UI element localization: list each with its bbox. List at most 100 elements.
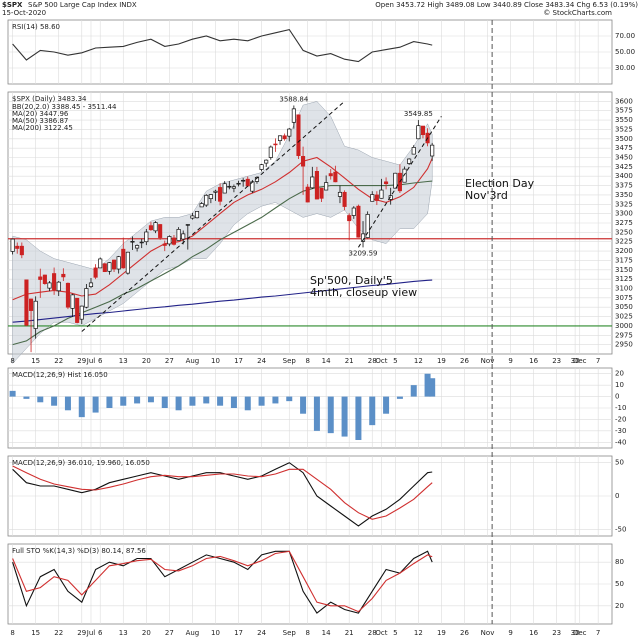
histogram-bar (23, 396, 30, 399)
x-tick-label: 15 (31, 357, 40, 365)
x-tick-label: Jul (86, 357, 96, 365)
candle-body (116, 256, 121, 270)
x-tick-label: 20 (142, 357, 151, 365)
x-tick-label: 14 (322, 357, 331, 365)
y-tick-label: 80 (615, 558, 624, 566)
x-tick-label: 15 (31, 629, 40, 637)
x-tick-label: 23 (552, 357, 561, 365)
x-tick-label: 10 (211, 629, 220, 637)
y-tick-label: -50 (615, 525, 626, 533)
x-tick-label: 19 (437, 357, 446, 365)
histogram-bar (161, 396, 168, 408)
candle-body (337, 191, 343, 197)
candle-body (370, 194, 375, 202)
histogram-bar (189, 396, 196, 406)
x-tick-label: Aug (186, 629, 200, 637)
x-tick-label: 29 (77, 357, 86, 365)
candle-body (171, 237, 177, 245)
bollinger-band (12, 101, 433, 365)
x-tick-label: 17 (234, 629, 243, 637)
candle-body (102, 263, 107, 273)
histogram-bar (286, 396, 293, 402)
y-tick-label: 3450 (615, 154, 633, 162)
candle-body (121, 248, 126, 269)
x-tick-label: Sep (283, 357, 297, 365)
x-tick-label: 13 (119, 357, 128, 365)
series-line (12, 550, 433, 613)
x-tick-label: 19 (437, 629, 446, 637)
y-tick-label: 3250 (615, 228, 633, 236)
trend-line (357, 116, 442, 248)
x-tick-label: Jul (86, 629, 96, 637)
candle-body (402, 168, 407, 183)
series-line (12, 279, 433, 323)
legend-entry: BB(20,2.0) 3388.45 - 3511.44 (12, 103, 117, 111)
candle-body (199, 203, 204, 208)
candle-body (181, 233, 186, 240)
candle-body (47, 282, 52, 289)
histogram-bar (244, 396, 251, 411)
panel-title: MACD(12,26,9) 36.010, 19.960, 16.050 (12, 459, 150, 467)
y-tick-label: 3300 (615, 210, 633, 218)
legend-entry: MA(20) 3447.96 (12, 110, 69, 118)
histogram-bar (258, 396, 265, 406)
candle-body (29, 298, 34, 311)
candle-body (125, 251, 130, 274)
candle-body (33, 300, 38, 329)
candle-body (384, 181, 389, 185)
x-tick-label: 28 (368, 357, 377, 365)
x-tick-label: Nov (481, 357, 495, 365)
y-tick-label: -10 (615, 404, 626, 412)
y-tick-label: 3325 (615, 200, 633, 208)
y-tick-label: 3025 (615, 313, 633, 321)
candle-body (70, 294, 75, 309)
candle-body (319, 187, 324, 199)
candle-body (88, 282, 94, 287)
panel-title: $SPX (Daily) 3483.34 (12, 95, 87, 103)
quote: Open 3453.72 High 3489.08 Low 3440.89 Cl… (375, 1, 638, 9)
y-tick-label: 3000 (615, 322, 633, 330)
x-tick-label: 13 (119, 629, 128, 637)
x-tick-label: 27 (165, 629, 174, 637)
x-tick-label: 21 (345, 357, 354, 365)
series-line (12, 28, 433, 63)
candle-body (356, 205, 361, 238)
x-tick-label: 12 (414, 629, 423, 637)
candle-body (139, 241, 144, 244)
candle-body (416, 125, 421, 140)
x-tick-label: 26 (460, 357, 469, 365)
x-tick-label: 27 (165, 357, 174, 365)
y-tick-label: 3150 (615, 266, 633, 274)
y-tick-label: 3350 (615, 191, 633, 199)
candle-body (241, 179, 246, 182)
x-tick-label: Dec (573, 629, 587, 637)
candle-body (291, 108, 296, 123)
y-tick-label: 3600 (615, 97, 633, 105)
y-tick-label: 50.00 (615, 48, 635, 56)
y-tick-label: 3100 (615, 285, 633, 293)
y-tick-label: 20 (615, 602, 624, 610)
candle-body (268, 146, 273, 158)
index-name: S&P 500 Large Cap Index INDX (28, 1, 137, 9)
x-tick-label: Oct (375, 357, 387, 365)
candle-body (245, 178, 250, 187)
candle-body (310, 176, 315, 189)
panel-title: RSI(14) 58.60 (12, 23, 60, 31)
y-tick-label: 70.00 (615, 32, 635, 40)
x-tick-label: 6 (98, 629, 103, 637)
candle-body (301, 156, 306, 167)
x-tick-label: 30 (571, 357, 580, 365)
credit: © StockCharts.com (543, 9, 612, 17)
x-tick-label: 16 (529, 629, 538, 637)
y-tick-label: 3400 (615, 172, 633, 180)
candle-body (98, 258, 103, 269)
candle-body (314, 170, 319, 200)
y-tick-label: 50 (615, 459, 624, 467)
candle-body (61, 273, 66, 278)
histogram-bar (120, 396, 127, 406)
x-tick-label: 22 (54, 629, 63, 637)
y-tick-label: 2950 (615, 341, 633, 349)
x-tick-label: 9 (508, 629, 512, 637)
candle-body (79, 305, 84, 320)
